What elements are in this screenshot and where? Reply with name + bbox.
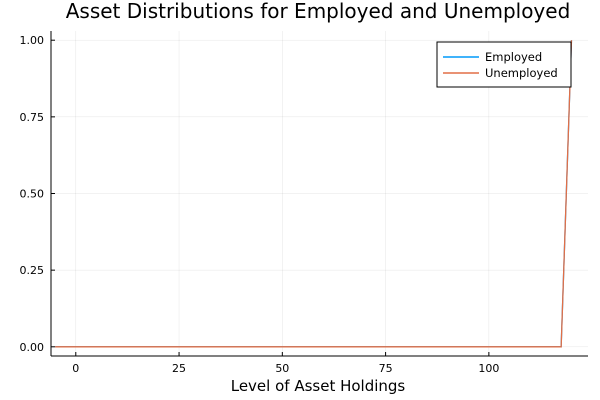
ticks-layer: 0 25 50 75 100 0.00 0.25 0.50 0.75 1.00: [20, 34, 500, 375]
x-tick-label: 0: [72, 362, 79, 375]
y-tick-label: 1.00: [20, 34, 45, 47]
legend: Employed Unemployed: [436, 41, 572, 88]
x-tick-label: 75: [379, 362, 393, 375]
x-axis-title: Level of Asset Holdings: [231, 377, 406, 395]
y-tick-label: 0.25: [20, 264, 45, 277]
y-tick-label: 0.75: [20, 111, 45, 124]
series-layer: [55, 40, 573, 348]
legend-label-unemployed: Unemployed: [485, 66, 558, 80]
x-tick-label: 50: [275, 362, 289, 375]
series-line-unemployed: [55, 40, 573, 348]
chart-title: Asset Distributions for Employed and Une…: [66, 0, 571, 23]
y-tick-label: 0.50: [20, 188, 45, 201]
legend-label-employed: Employed: [485, 50, 542, 64]
y-tick-label: 0.00: [20, 341, 45, 354]
legend-box: [436, 41, 572, 88]
x-tick-label: 100: [478, 362, 499, 375]
x-tick-label: 25: [172, 362, 186, 375]
